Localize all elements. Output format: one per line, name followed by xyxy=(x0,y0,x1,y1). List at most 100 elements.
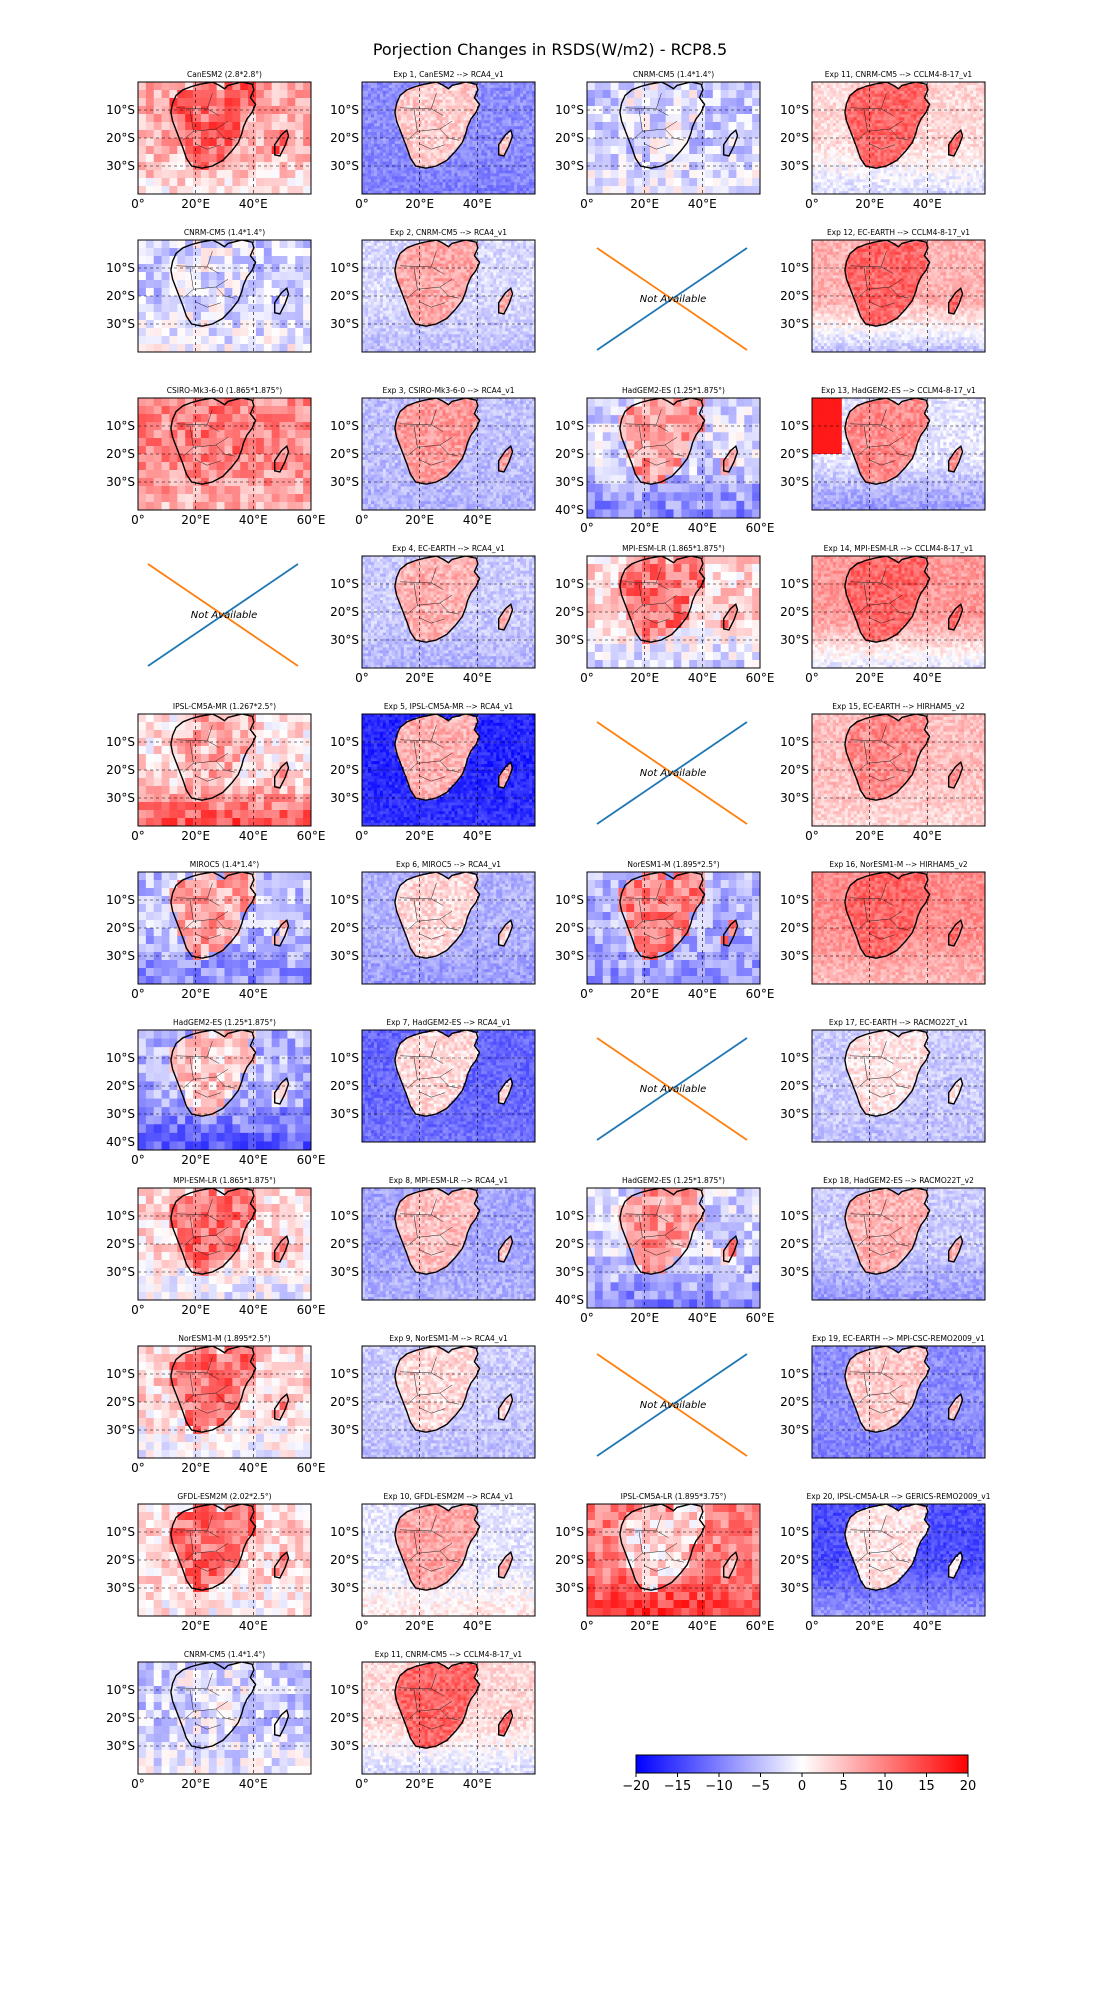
heatmap-cell xyxy=(829,105,834,109)
heatmap-cell xyxy=(736,82,745,91)
heatmap-cell xyxy=(665,154,674,163)
heatmap-cell xyxy=(812,120,816,124)
heatmap-cell xyxy=(862,167,867,171)
heatmap-cell xyxy=(514,120,518,124)
heatmap-cell xyxy=(436,188,440,192)
heatmap-cell xyxy=(508,164,512,168)
heatmap-cell xyxy=(883,120,887,124)
heatmap-cell xyxy=(424,161,429,165)
heatmap-cell xyxy=(961,140,965,145)
country-border xyxy=(206,93,213,109)
heatmap-cell xyxy=(505,182,509,186)
heatmap-cell xyxy=(418,135,423,139)
heatmap-cell xyxy=(856,129,861,133)
heatmap-cell xyxy=(886,185,890,189)
heatmap-cell xyxy=(931,170,935,174)
heatmap-cell xyxy=(433,82,437,86)
heatmap-cell xyxy=(439,117,443,121)
heatmap-cell xyxy=(364,120,369,124)
heatmap-cell xyxy=(484,176,488,180)
heatmap-cell xyxy=(448,152,452,157)
heatmap-cell xyxy=(511,170,515,174)
heatmap-cell xyxy=(898,82,902,86)
heatmap-cell xyxy=(838,155,843,160)
heatmap-cell xyxy=(487,191,491,194)
heatmap-cell xyxy=(979,138,983,142)
heatmap-cell xyxy=(508,108,512,112)
heatmap-cell xyxy=(916,179,920,183)
heatmap-cell xyxy=(913,120,917,124)
heatmap-cell xyxy=(364,138,369,142)
heatmap-cell xyxy=(409,182,414,186)
heatmap-cell xyxy=(958,82,962,86)
heatmap-cell xyxy=(883,170,887,174)
heatmap-cell xyxy=(832,132,837,136)
heatmap-cell xyxy=(618,122,627,131)
heatmap-cell xyxy=(949,182,953,186)
heatmap-cell xyxy=(602,122,611,131)
heatmap-cell xyxy=(511,179,515,183)
heatmap-cell xyxy=(943,129,947,133)
heatmap-cell xyxy=(463,126,467,130)
heatmap-cell xyxy=(385,191,390,194)
heatmap-cell xyxy=(487,90,491,95)
heatmap-cell xyxy=(475,152,479,157)
heatmap-cell xyxy=(442,82,446,86)
heatmap-cell xyxy=(469,182,473,186)
heatmap-cell xyxy=(138,82,147,91)
heatmap-cell xyxy=(817,105,822,109)
heatmap-cell xyxy=(895,138,899,142)
heatmap-cell xyxy=(490,138,494,142)
panel-frame xyxy=(361,81,536,195)
heatmap-cell xyxy=(373,132,378,136)
heatmap-cell xyxy=(928,161,932,165)
heatmap-cell xyxy=(295,186,304,194)
heatmap-cell xyxy=(889,138,893,142)
heatmap-cell xyxy=(185,170,194,179)
heatmap-cell xyxy=(943,126,947,130)
heatmap-cell xyxy=(373,87,378,92)
heatmap-cell xyxy=(657,170,667,179)
heatmap-cell xyxy=(937,155,941,160)
heatmap-cell xyxy=(499,152,503,157)
heatmap-cell xyxy=(970,140,974,145)
heatmap-cell xyxy=(138,130,147,139)
heatmap-cell xyxy=(493,155,497,160)
heatmap-cell xyxy=(385,158,390,162)
heatmap-cell xyxy=(529,158,533,162)
heatmap-cell xyxy=(910,146,914,151)
heatmap-cell xyxy=(587,122,596,131)
heatmap-cell xyxy=(472,158,476,162)
heatmap-cell xyxy=(263,162,273,171)
heatmap-cell xyxy=(514,146,518,151)
heatmap-cell xyxy=(856,185,861,189)
heatmap-cell xyxy=(403,129,408,133)
heatmap-cell xyxy=(982,182,985,186)
heatmap-cell xyxy=(874,90,879,95)
heatmap-cell xyxy=(362,188,366,192)
heatmap-cell xyxy=(481,99,485,104)
heatmap-cell xyxy=(511,143,515,148)
heatmap-cell xyxy=(517,182,521,186)
heatmap-cell xyxy=(364,182,369,186)
heatmap-cell xyxy=(403,138,408,142)
heatmap-cell xyxy=(937,84,941,89)
heatmap-cell xyxy=(817,99,822,104)
heatmap-cell xyxy=(856,82,861,86)
lon-tick-label: 40°E xyxy=(239,197,268,211)
heatmap-cell xyxy=(457,123,461,127)
heatmap-cell xyxy=(982,146,985,151)
heatmap-cell xyxy=(385,123,390,127)
heatmap-cell xyxy=(400,117,405,121)
heatmap-cell xyxy=(949,132,953,136)
heatmap-cell xyxy=(820,158,825,162)
heatmap-cell xyxy=(673,82,682,91)
heatmap-cell xyxy=(397,129,402,133)
heatmap-cell xyxy=(445,93,449,98)
heatmap-cell xyxy=(409,84,414,89)
heatmap-cell xyxy=(409,126,414,130)
heatmap-cell xyxy=(529,140,533,145)
heatmap-cell xyxy=(826,155,831,160)
heatmap-cell xyxy=(475,188,479,192)
heatmap-cell xyxy=(865,93,870,98)
